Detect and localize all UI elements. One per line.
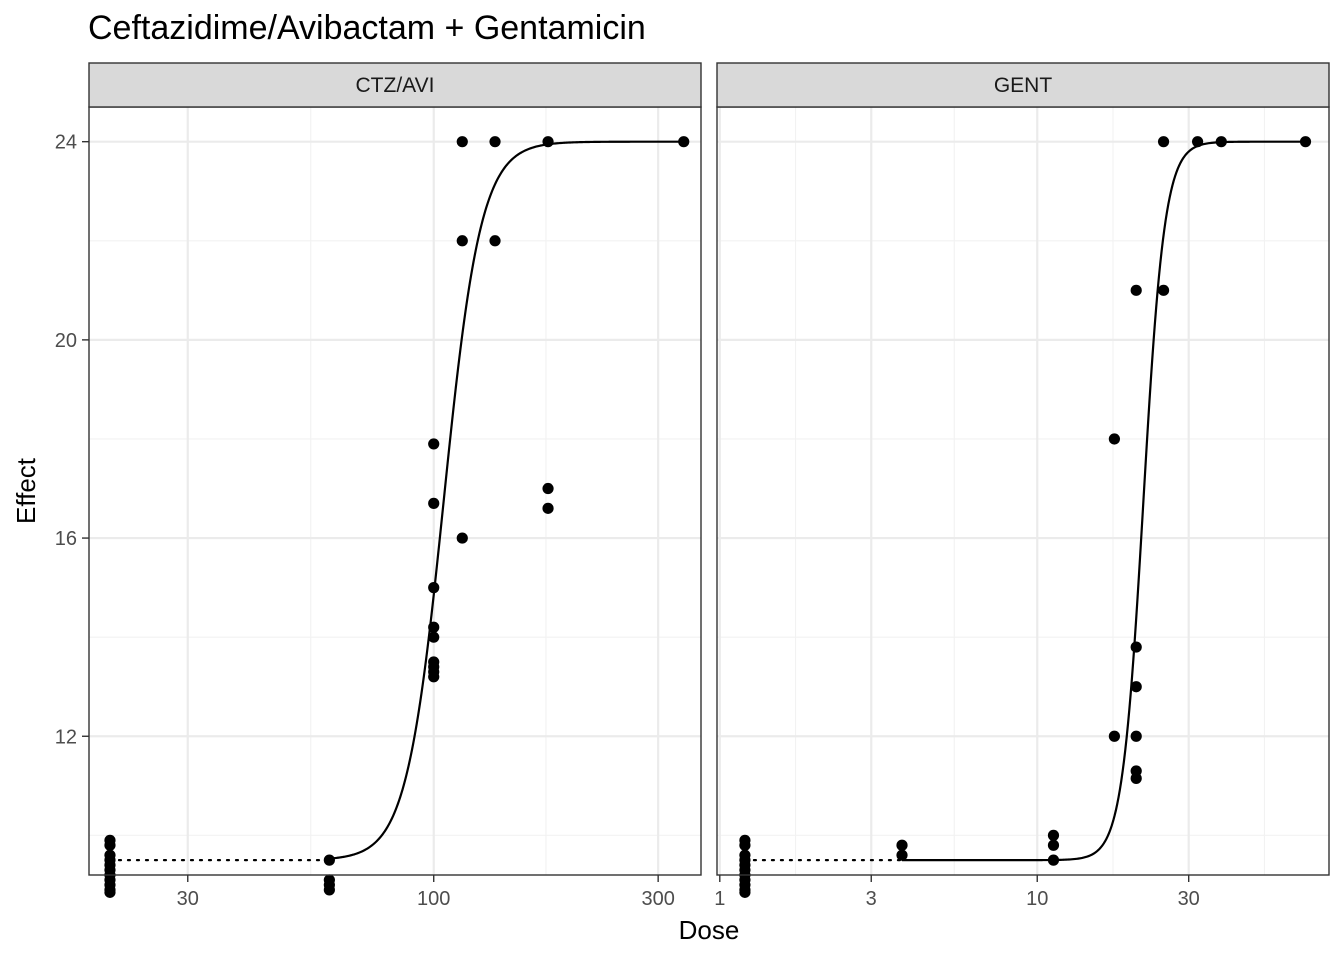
data-point [428,438,440,450]
data-point [1299,136,1312,148]
data-point [428,631,440,643]
y-axis-title: Effect [11,457,41,524]
data-point [896,839,908,851]
data-point [323,854,335,866]
x-axis-title: Dose [679,915,740,945]
x-tick-label: 100 [417,888,450,910]
data-point [323,884,335,896]
x-tick-label: 1 [714,888,725,910]
data-point [1047,839,1060,851]
data-point [456,235,468,247]
data-point [1215,136,1227,148]
data-point [456,532,468,544]
y-axis-ticks: 12 16 20 24 [55,132,89,748]
data-point [542,482,554,495]
fitted-curve [902,140,1306,862]
x-tick-label: 30 [1178,888,1200,910]
x-axis-ticks: 30 100 300 [177,875,675,910]
strip-gent [716,62,1330,108]
gridlines [717,107,1329,875]
strip-ctz-avi [88,62,702,108]
data-point [489,136,501,148]
fitted-curve [329,140,684,860]
data-point [1157,284,1170,296]
data-point [542,136,554,148]
data-point [104,839,116,851]
strip-label-gent: GENT [994,74,1053,97]
data-point [489,235,501,247]
data-point [1108,433,1120,445]
data-point [1130,284,1142,296]
panel-ctz-avi: CTZ/AVI 30 100 300 12 16 20 24 [55,62,702,910]
data-layer [739,136,1312,898]
data-point [428,671,440,683]
chart-title: Ceftazidime/Avibactam + Gentamicin [88,9,646,47]
data-point [1047,854,1060,866]
x-tick-label: 30 [177,888,199,910]
data-point [1130,730,1142,742]
data-point [1130,681,1142,693]
x-tick-label: 300 [641,888,674,910]
data-point [456,136,468,148]
x-tick-label: 3 [866,888,877,910]
data-point [1130,641,1142,653]
y-tick-label: 16 [55,528,77,550]
panel-gent: GENT 1 3 10 30 [714,62,1330,910]
data-point [678,136,690,148]
data-point [1047,829,1060,841]
data-layer [104,136,690,898]
panel-background [717,107,1329,875]
x-axis-ticks: 1 3 10 30 [714,875,1200,910]
data-point [428,497,440,509]
data-point [1191,136,1204,148]
data-point [428,621,440,633]
data-point [1130,772,1142,784]
data-point [739,839,751,851]
y-tick-label: 24 [55,132,77,154]
data-point [739,886,751,898]
data-point [542,502,554,514]
data-point [428,582,440,594]
data-point [1108,730,1120,742]
x-tick-label: 10 [1026,888,1048,910]
y-tick-label: 12 [55,726,77,748]
data-point [1157,136,1170,148]
strip-label-ctz-avi: CTZ/AVI [356,74,435,97]
panel-background [89,107,701,875]
data-point [896,849,908,861]
y-tick-label: 20 [55,330,77,352]
data-point [104,886,116,898]
